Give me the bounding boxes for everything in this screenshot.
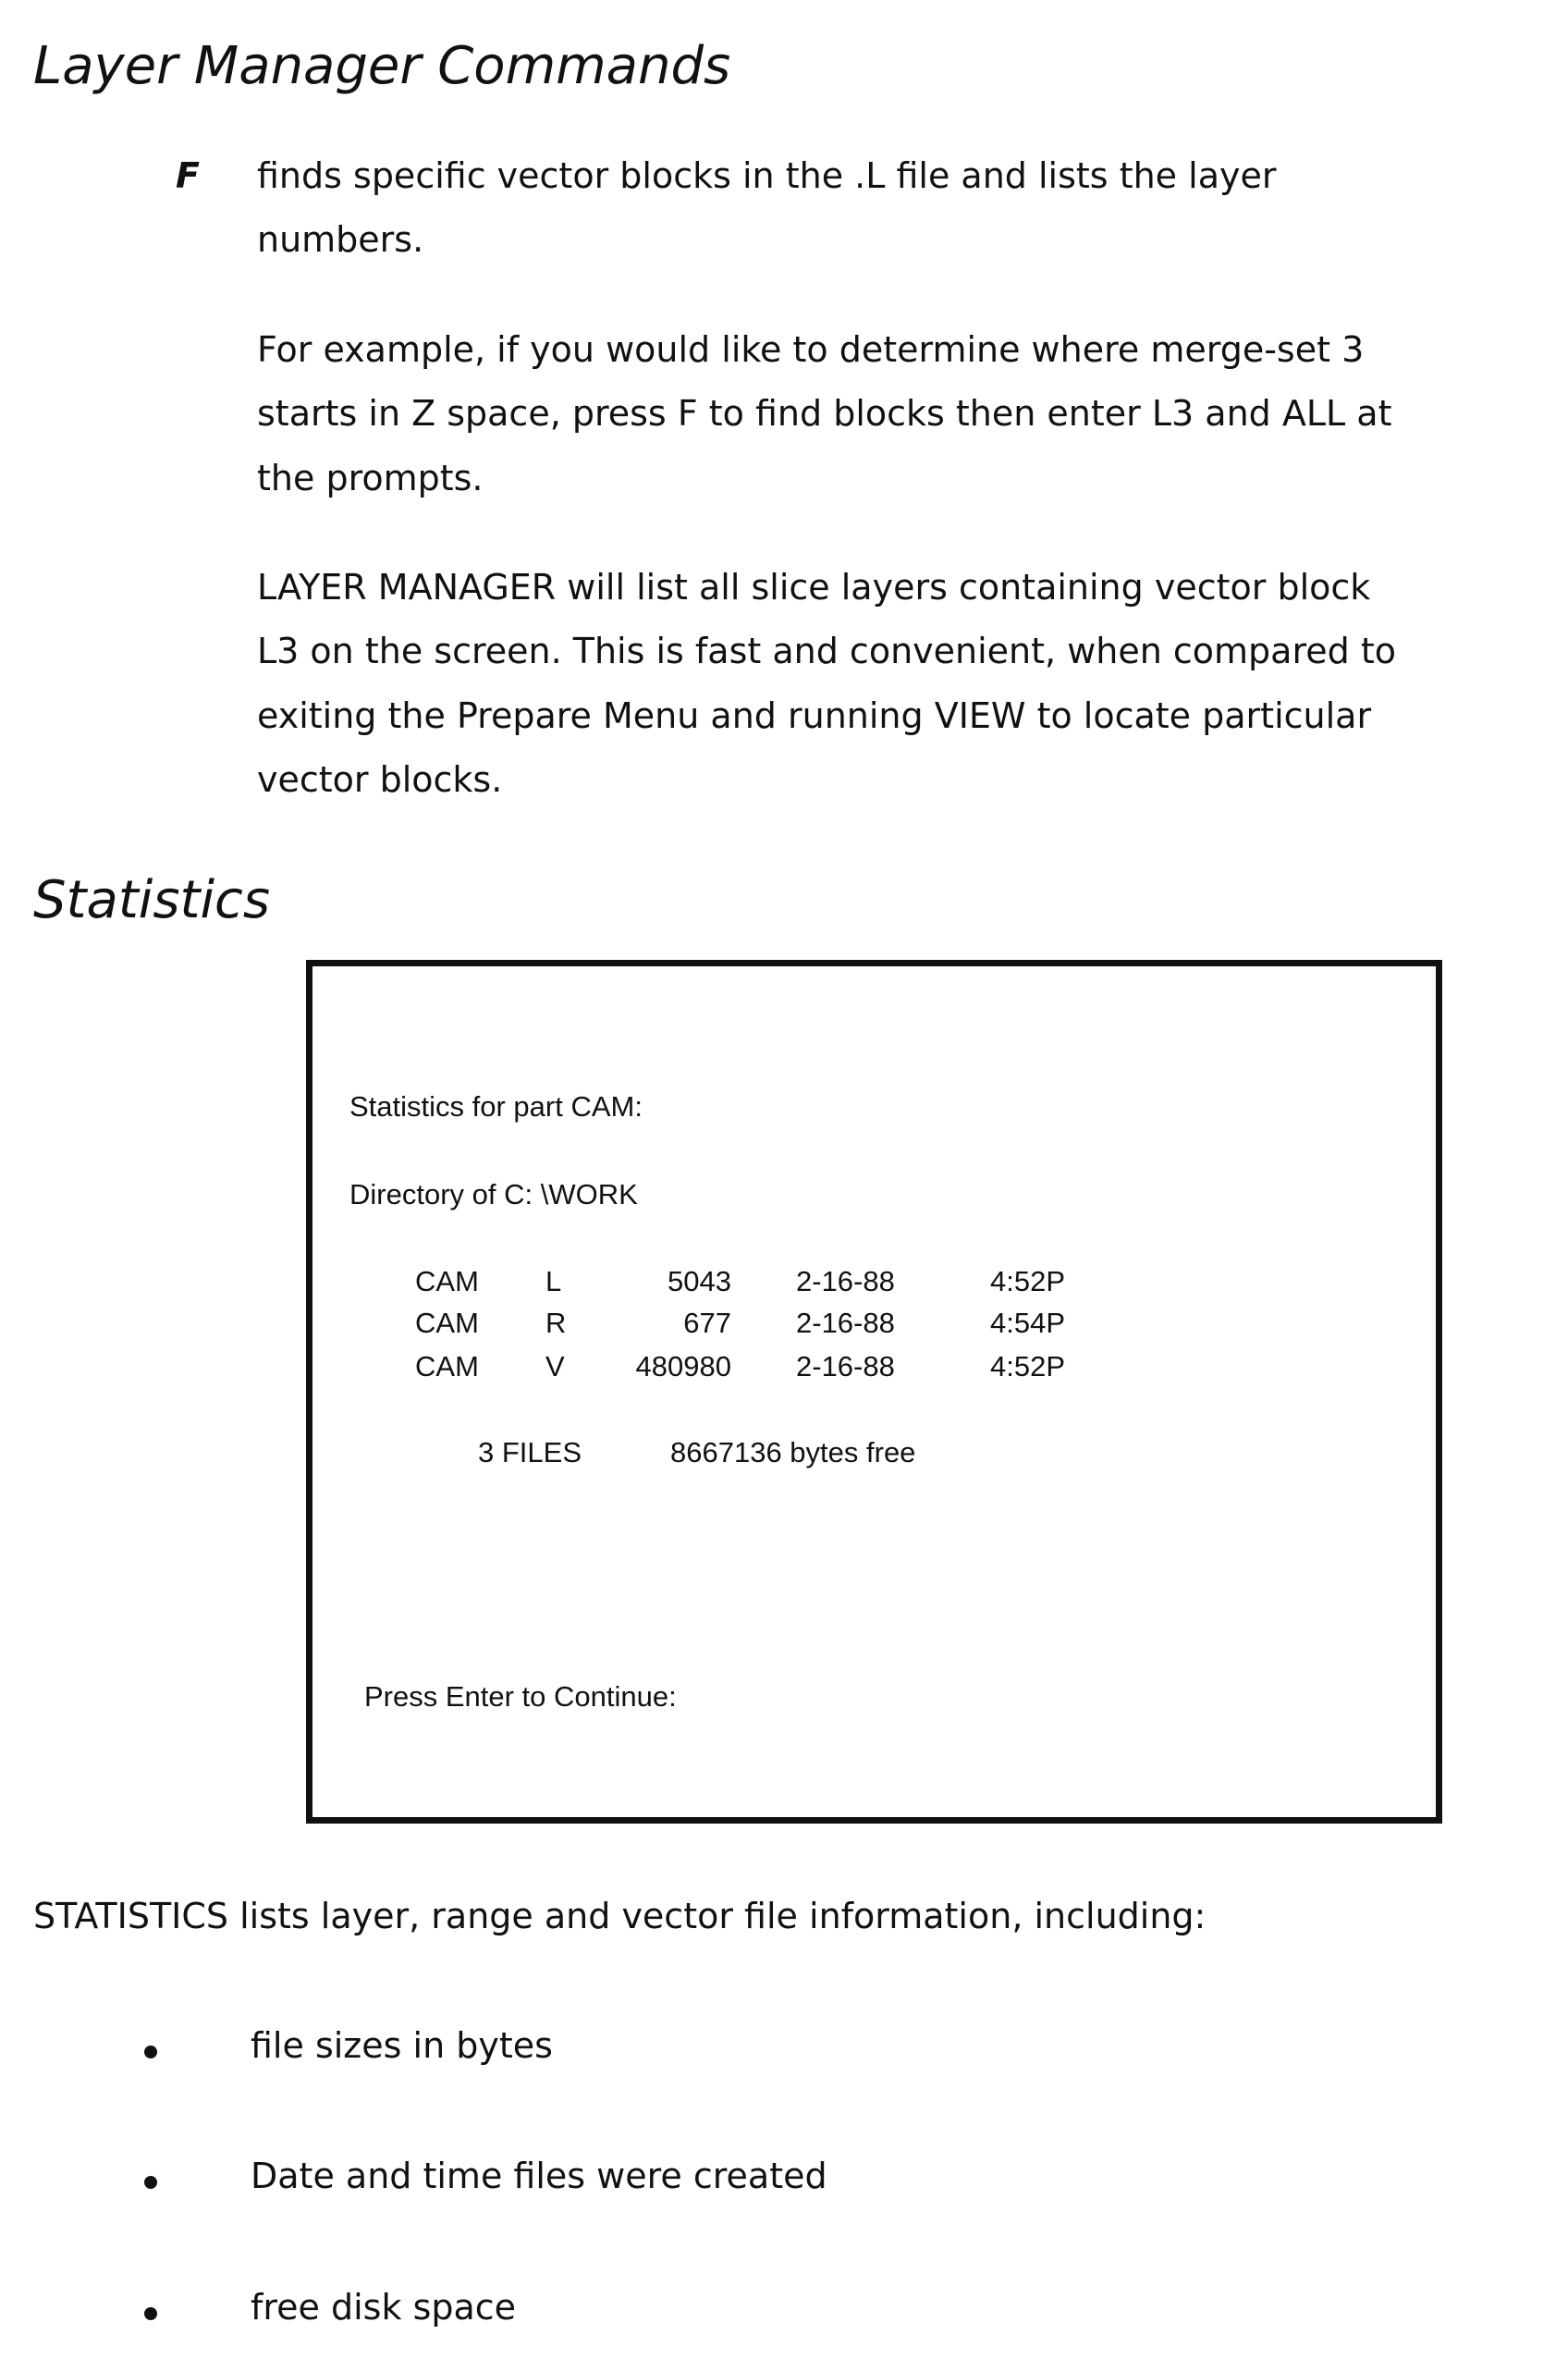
file-size: 5043 xyxy=(592,1267,731,1296)
file-name: CAM xyxy=(415,1309,479,1337)
file-date: 2-16-88 xyxy=(796,1309,895,1337)
heading-statistics: Statistics xyxy=(33,875,270,927)
text-line: starts in Z space, press F to find block… xyxy=(257,396,1391,431)
bullet-icon xyxy=(144,2176,157,2189)
statistics-description: STATISTICS lists layer, range and vector… xyxy=(33,1898,1206,1934)
bullet-icon xyxy=(144,2046,157,2058)
text-line: L3 on the screen. This is fast and conve… xyxy=(257,633,1396,669)
list-item-text: free disk space xyxy=(251,2290,516,2325)
file-ext: V xyxy=(545,1352,565,1381)
file-time: 4:52P xyxy=(990,1267,1065,1296)
screen-directory: Directory of C: \WORK xyxy=(349,1180,638,1209)
text-line: finds specific vector blocks in the .L f… xyxy=(257,158,1276,193)
text-line: For example, if you would like to determ… xyxy=(257,332,1364,367)
file-name: CAM xyxy=(415,1352,479,1381)
bullet-icon xyxy=(144,2307,157,2320)
file-ext: R xyxy=(545,1309,566,1337)
text-line: exiting the Prepare Menu and running VIE… xyxy=(257,698,1371,733)
text-line: the prompts. xyxy=(257,461,484,496)
file-size: 480980 xyxy=(592,1352,731,1381)
file-date: 2-16-88 xyxy=(796,1352,895,1381)
screen-title: Statistics for part CAM: xyxy=(349,1092,643,1121)
file-size: 677 xyxy=(592,1309,731,1337)
heading-layer-manager-commands: Layer Manager Commands xyxy=(33,41,730,92)
text-line: numbers. xyxy=(257,222,423,257)
continue-prompt: Press Enter to Continue: xyxy=(364,1682,677,1711)
file-name: CAM xyxy=(415,1267,479,1296)
file-ext: L xyxy=(545,1267,561,1296)
command-key: F xyxy=(176,158,200,193)
bytes-free: 8667136 bytes free xyxy=(670,1438,915,1467)
text-line: LAYER MANAGER will list all slice layers… xyxy=(257,570,1370,605)
file-time: 4:52P xyxy=(990,1352,1065,1381)
list-item-text: Date and time files were created xyxy=(251,2158,827,2193)
text-line: vector blocks. xyxy=(257,762,502,797)
file-count: 3 FILES xyxy=(478,1438,582,1467)
list-item-text: file sizes in bytes xyxy=(251,2028,553,2063)
file-date: 2-16-88 xyxy=(796,1267,895,1296)
file-time: 4:54P xyxy=(990,1309,1065,1337)
